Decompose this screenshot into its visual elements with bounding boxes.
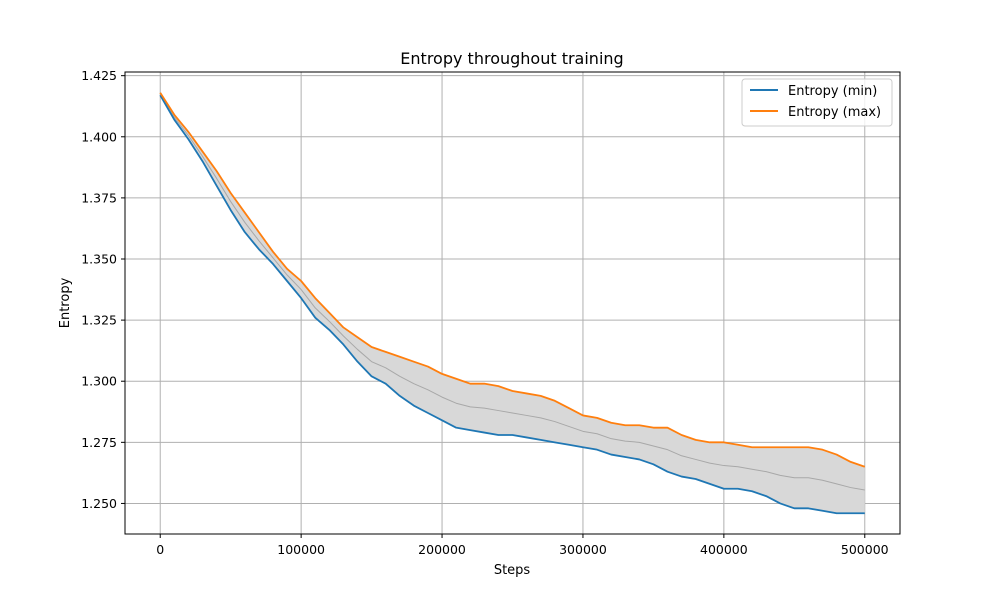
entropy-max-line xyxy=(159,92,866,468)
x-tick-label: 500000 xyxy=(841,542,889,557)
x-tick-label: 400000 xyxy=(700,542,748,557)
entropy-min-line xyxy=(159,94,865,515)
legend: Entropy (min) Entropy (max) xyxy=(741,78,893,127)
y-tick-label: 1.425 xyxy=(81,68,117,83)
legend-label-max: Entropy (max) xyxy=(788,105,881,120)
y-axis-label: Entropy xyxy=(58,277,73,328)
plot-area-frame xyxy=(124,71,901,535)
legend-box xyxy=(741,78,893,127)
y-tick-label: 1.400 xyxy=(81,129,117,144)
entropy-mean-line xyxy=(159,93,865,491)
x-tick-label: 300000 xyxy=(559,542,607,557)
y-tick-label: 1.250 xyxy=(81,496,117,511)
x-axis-label: Steps xyxy=(494,563,531,578)
x-tick-label: 100000 xyxy=(277,542,325,557)
x-axis-ticks: 0 100000 200000 300000 400000 500000 xyxy=(156,534,889,557)
min-max-fill-band xyxy=(160,92,865,514)
x-tick-label: 200000 xyxy=(418,542,466,557)
fill-band-layer xyxy=(160,92,865,514)
legend-label-min: Entropy (min) xyxy=(788,84,877,99)
grid xyxy=(125,72,900,534)
chart-title: Entropy throughout training xyxy=(400,49,623,68)
series-layer xyxy=(159,92,866,515)
y-tick-label: 1.300 xyxy=(81,374,117,389)
y-tick-label: 1.375 xyxy=(81,190,117,205)
y-tick-label: 1.275 xyxy=(81,435,117,450)
y-tick-label: 1.350 xyxy=(81,252,117,267)
y-axis-ticks: 1.250 1.275 1.300 1.325 1.350 1.375 1.400 1.425 xyxy=(81,68,125,511)
y-tick-label: 1.325 xyxy=(81,313,117,328)
x-tick-label: 0 xyxy=(156,542,164,557)
